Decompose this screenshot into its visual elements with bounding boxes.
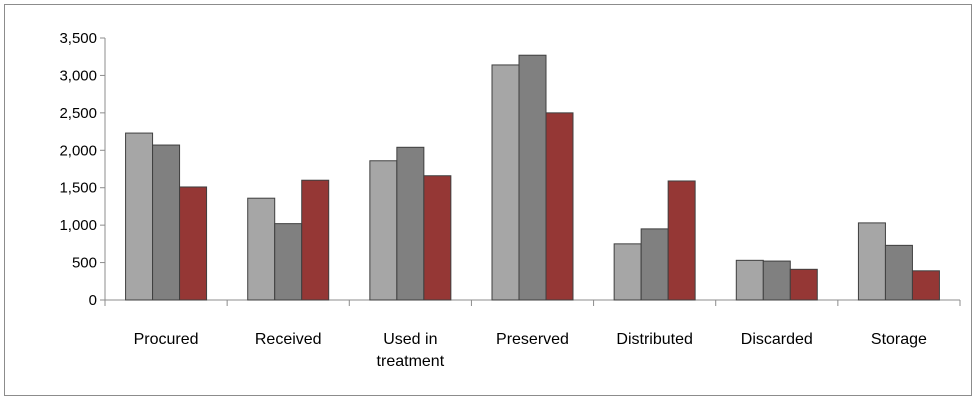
x-tick-label: Received <box>255 331 322 348</box>
bar <box>125 132 154 301</box>
y-tick-label: 500 <box>72 255 97 272</box>
x-tick-label: Discarded <box>741 331 813 348</box>
y-tick-label: 1,000 <box>59 217 97 234</box>
bar <box>369 160 398 301</box>
bar <box>545 112 574 301</box>
bar <box>762 260 791 301</box>
x-tick-label: Distributed <box>616 331 692 348</box>
y-tick-label: 3,500 <box>59 30 97 47</box>
bar <box>301 179 330 301</box>
y-tick-label: 2,500 <box>59 105 97 122</box>
bar <box>518 54 547 301</box>
x-tick-label: Storage <box>871 331 927 348</box>
bar <box>857 222 886 301</box>
x-tick-label: Used in treatment <box>377 331 445 370</box>
bar <box>911 270 940 301</box>
bar <box>179 186 208 301</box>
bar <box>789 268 818 301</box>
bar <box>667 180 696 301</box>
y-tick-label: 0 <box>89 292 97 309</box>
y-tick-label: 3,000 <box>59 67 97 84</box>
y-tick-label: 2,000 <box>59 142 97 159</box>
x-tick-label: Procured <box>134 331 199 348</box>
bar <box>640 228 669 301</box>
y-tick-label: 1,500 <box>59 180 97 197</box>
bar <box>884 244 913 301</box>
bar <box>613 243 642 301</box>
bar <box>274 223 303 301</box>
bar <box>396 146 425 301</box>
x-tick-label: Preserved <box>496 331 569 348</box>
bar <box>152 144 181 301</box>
bar <box>735 259 764 301</box>
bar <box>247 197 276 301</box>
bar <box>423 175 452 301</box>
bar <box>491 64 520 301</box>
